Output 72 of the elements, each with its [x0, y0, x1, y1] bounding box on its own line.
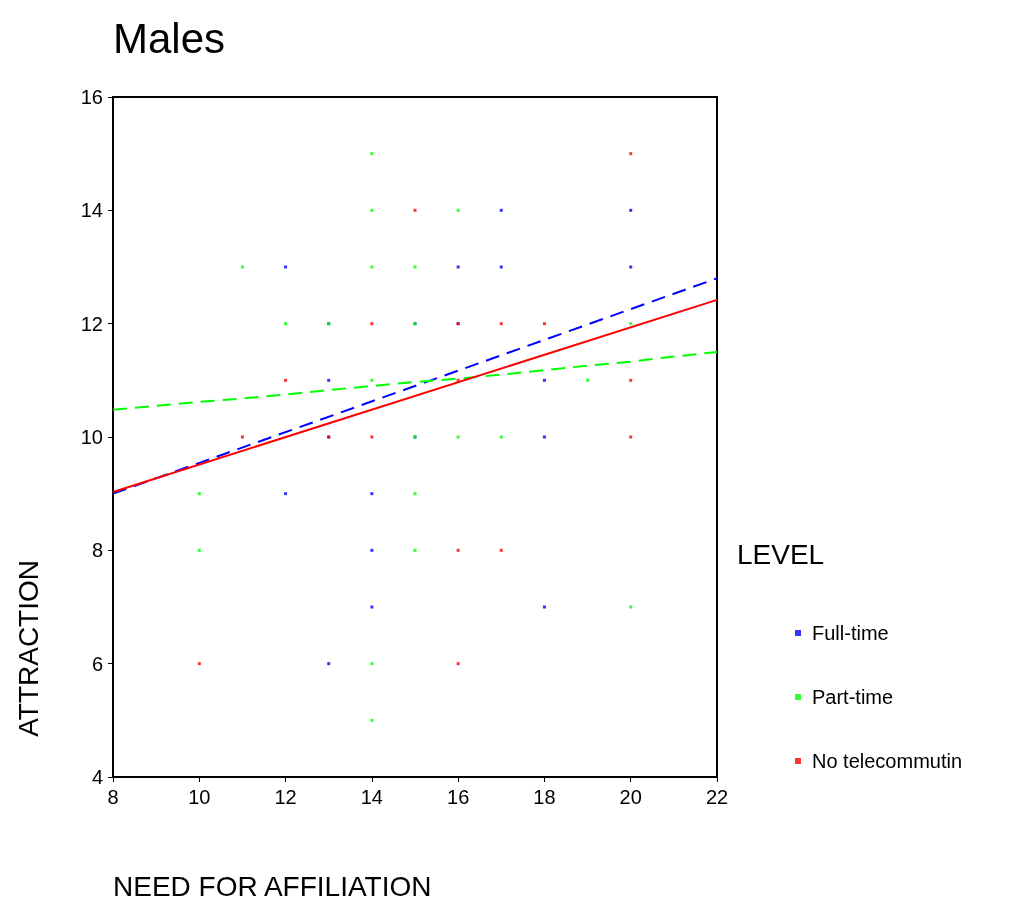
point — [284, 378, 288, 382]
point — [456, 208, 460, 212]
point — [542, 435, 546, 439]
x-tick-label: 12 — [274, 786, 297, 808]
point — [370, 152, 374, 156]
point — [499, 548, 503, 552]
point — [456, 435, 460, 439]
y-tick-label: 6 — [91, 652, 103, 675]
x-tick-label: 16 — [447, 786, 470, 808]
point — [629, 378, 633, 382]
point — [629, 322, 633, 326]
point — [370, 435, 374, 439]
point — [327, 662, 331, 666]
point — [413, 265, 417, 269]
point — [284, 265, 288, 269]
point — [197, 662, 201, 666]
chart-title: Males — [113, 14, 226, 62]
point — [499, 322, 503, 326]
point — [456, 548, 460, 552]
point — [499, 435, 503, 439]
point — [284, 492, 288, 496]
point — [629, 605, 633, 609]
y-tick-label: 12 — [80, 312, 103, 335]
point — [542, 322, 546, 326]
point — [370, 265, 374, 269]
point — [413, 208, 417, 212]
y-tick-label: 16 — [80, 86, 103, 108]
point — [456, 662, 460, 666]
point — [456, 378, 460, 382]
point — [284, 322, 288, 326]
point — [629, 435, 633, 439]
legend-label: Part-time — [812, 686, 894, 708]
point — [197, 492, 201, 496]
x-tick-label: 20 — [619, 786, 642, 808]
point — [499, 208, 503, 212]
point — [370, 492, 374, 496]
point — [240, 265, 244, 269]
point — [542, 378, 546, 382]
x-axis-title: NEED FOR AFFILIATION — [113, 870, 432, 902]
y-tick-label: 10 — [80, 426, 103, 448]
point — [370, 605, 374, 609]
point — [370, 718, 374, 722]
point — [413, 492, 417, 496]
x-tick-label: 14 — [360, 786, 383, 808]
point — [499, 265, 503, 269]
y-tick-label: 8 — [91, 539, 103, 562]
x-tick-label: 8 — [107, 786, 119, 808]
x-tick-label: 18 — [533, 786, 556, 808]
point — [327, 378, 331, 382]
legend-title: LEVEL — [737, 538, 825, 570]
point — [629, 265, 633, 269]
x-tick-label: 22 — [705, 786, 729, 808]
point — [413, 548, 417, 552]
point — [197, 548, 201, 552]
legend-label: Full-time — [812, 622, 889, 644]
point — [629, 208, 633, 212]
point — [629, 152, 633, 156]
line-series — [112, 351, 718, 411]
point — [370, 548, 374, 552]
point — [240, 435, 244, 439]
y-tick-label: 14 — [80, 199, 103, 222]
point — [542, 605, 546, 609]
x-tick-label: 10 — [188, 786, 211, 808]
point — [456, 265, 460, 269]
legend-label: No telecommutin — [812, 750, 963, 772]
point — [370, 662, 374, 666]
y-axis-title: ATTRACTION — [12, 559, 44, 737]
point — [370, 208, 374, 212]
point — [370, 378, 374, 382]
y-tick-label: 4 — [91, 766, 103, 788]
point — [370, 322, 374, 326]
point — [586, 378, 590, 382]
